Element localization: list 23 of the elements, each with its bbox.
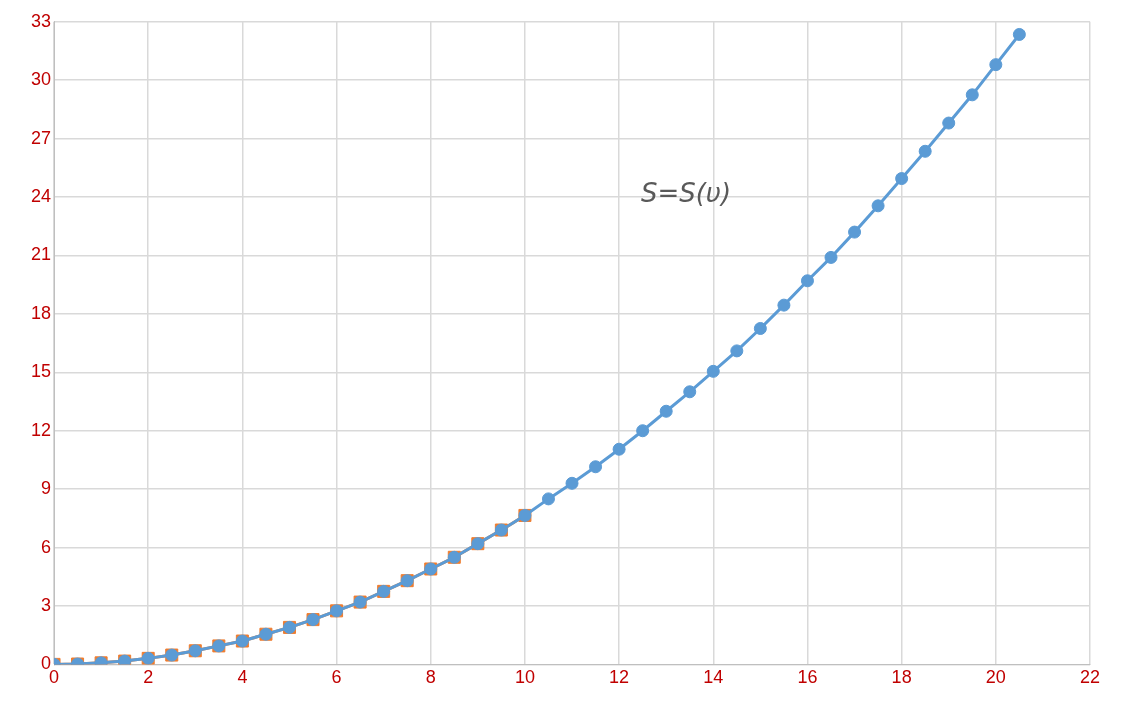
- y-tick-label: 24: [30, 186, 52, 207]
- y-tick-label: 18: [30, 302, 52, 323]
- y-tick-label: 6: [41, 536, 52, 557]
- y-tick-label: 27: [30, 127, 52, 148]
- annotation: S=S(υ): [640, 178, 732, 209]
- x-tick-label: 18: [891, 667, 912, 688]
- x-tick-label: 22: [1079, 667, 1101, 688]
- x-tick-label: 6: [331, 667, 342, 688]
- x-tick-label: 20: [985, 667, 1006, 688]
- y-tick-label: 33: [30, 10, 52, 31]
- x-tick-label: 2: [143, 667, 154, 688]
- x-tick-label: 12: [609, 667, 630, 688]
- y-tick-label: 9: [41, 478, 52, 499]
- x-tick-label: 8: [425, 667, 436, 688]
- x-tick-label: 10: [514, 667, 535, 688]
- x-tick-label: 4: [237, 667, 248, 688]
- y-tick-label: 12: [30, 419, 52, 440]
- y-tick-label: 15: [30, 361, 52, 382]
- x-tick-label: 16: [797, 667, 818, 688]
- x-tick-label: 14: [703, 667, 724, 688]
- y-tick-label: 30: [30, 69, 52, 90]
- y-tick-label: 3: [41, 594, 52, 615]
- y-tick-label: 21: [30, 244, 52, 265]
